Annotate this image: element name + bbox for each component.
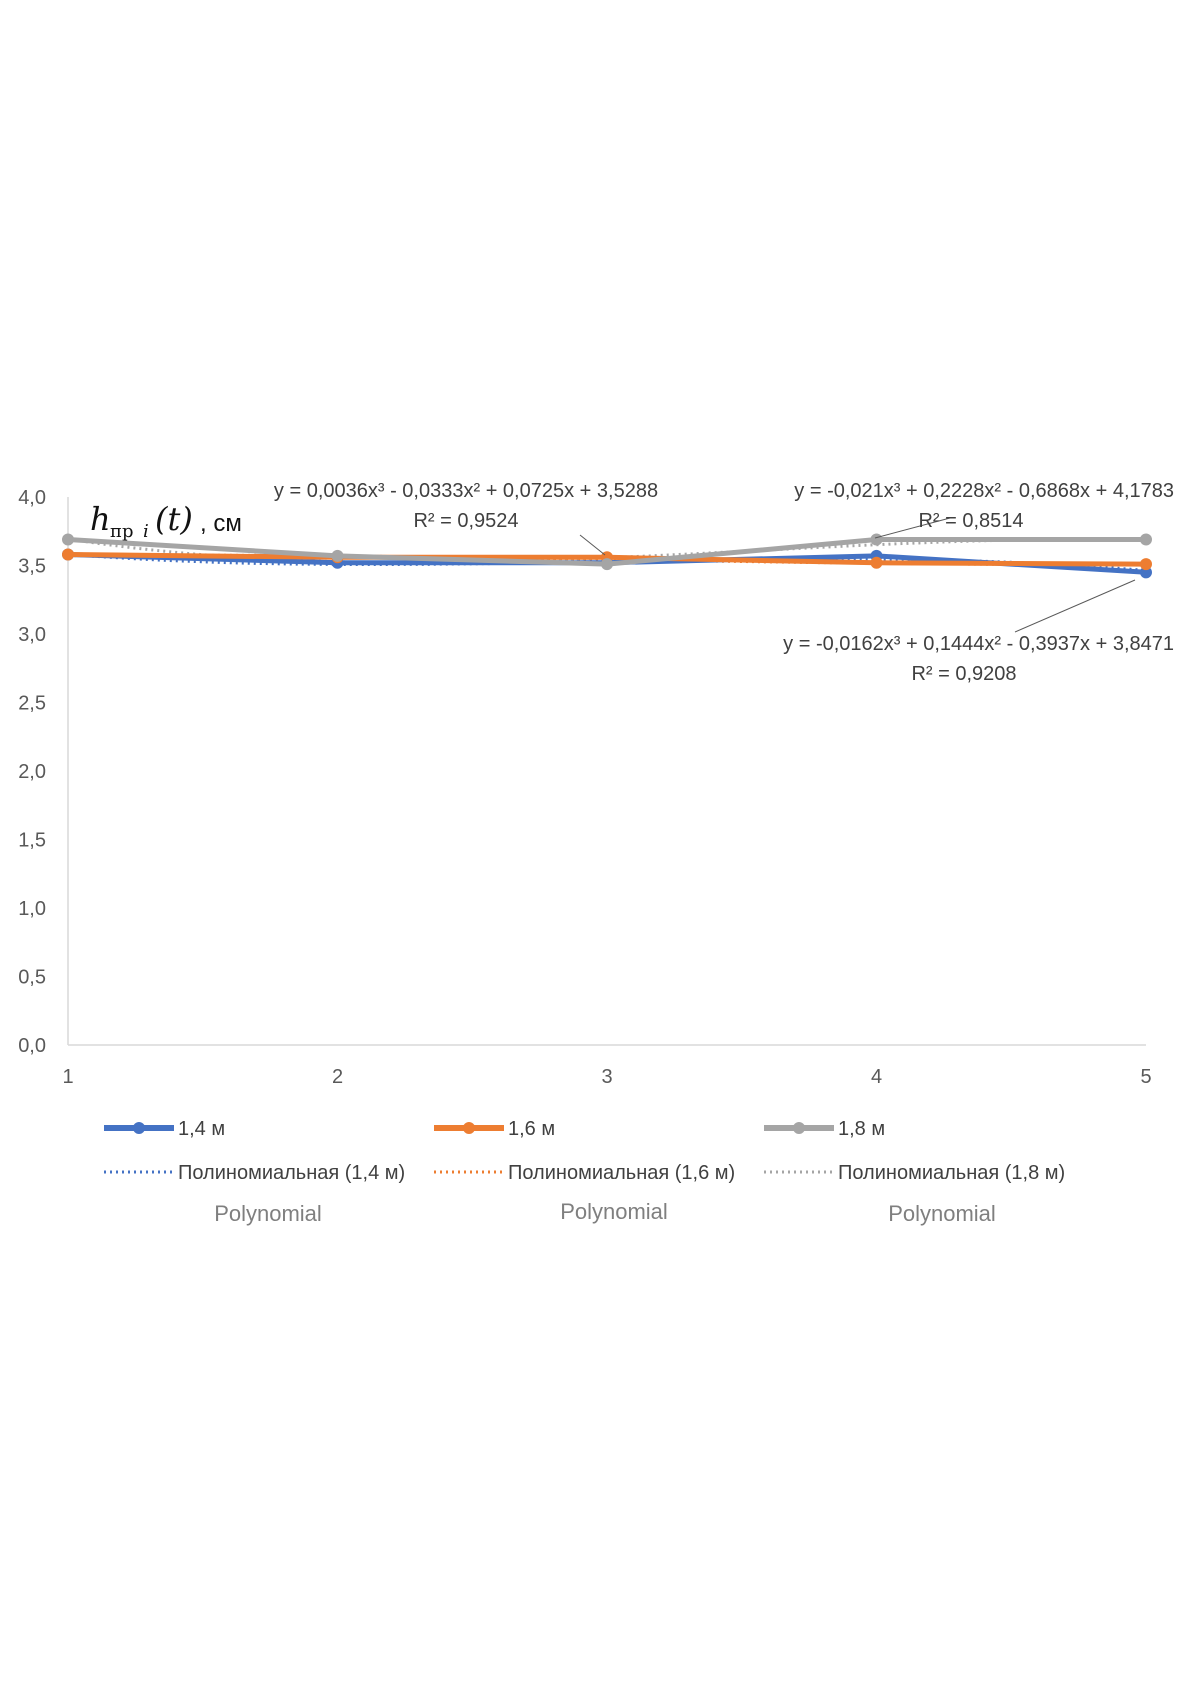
y-label-sub: пр xyxy=(110,521,134,542)
y-tick-labels: 0,0 0,5 1,0 1,5 2,0 2,5 3,0 3,5 4,0 xyxy=(18,487,46,1057)
data-point xyxy=(870,533,883,546)
legend-label-poly-1-4: Полиномиальная (1,4 м) xyxy=(178,1162,405,1184)
y-label-index: i xyxy=(143,521,149,542)
legend-label-1-8: 1,8 м xyxy=(838,1118,885,1140)
polynomial-caption-3: Polynomial xyxy=(888,1201,996,1226)
x-tick-labels: 1 2 3 4 5 xyxy=(62,1066,1151,1088)
legend-marker-1-4 xyxy=(133,1122,145,1134)
r-squared-1: R² = 0,9524 xyxy=(413,510,518,532)
legend-marker-1-8 xyxy=(793,1122,805,1134)
data-point xyxy=(870,556,883,569)
legend-item-poly-1-6[interactable]: Полиномиальная (1,6 м) xyxy=(434,1162,735,1184)
y-tick-label: 1,0 xyxy=(18,898,46,920)
legend-item-1-8[interactable]: 1,8 м xyxy=(764,1118,885,1140)
data-point xyxy=(1140,533,1152,546)
legend-marker-1-6 xyxy=(463,1122,475,1134)
y-tick-label: 0,5 xyxy=(18,967,46,989)
data-point xyxy=(601,558,613,571)
r-squared-3: R² = 0,9208 xyxy=(911,663,1016,685)
x-tick-label: 2 xyxy=(332,1066,343,1088)
legend-item-poly-1-8[interactable]: Полиномиальная (1,8 м) xyxy=(764,1162,1065,1184)
equation-annotations: y = 0,0036x³ - 0,0333x² + 0,0725x + 3,52… xyxy=(274,480,1174,685)
y-label-unit: , см xyxy=(200,510,242,537)
y-tick-label: 2,0 xyxy=(18,761,46,783)
y-tick-label: 1,5 xyxy=(18,830,46,852)
legend-label-1-6: 1,6 м xyxy=(508,1118,555,1140)
x-tick-label: 1 xyxy=(62,1066,73,1088)
y-label-main: h xyxy=(90,500,111,538)
leader-line-3 xyxy=(1014,579,1136,633)
data-point xyxy=(1140,558,1152,571)
legend-label-1-4: 1,4 м xyxy=(178,1118,225,1140)
legend-item-1-4[interactable]: 1,4 м xyxy=(104,1118,225,1140)
data-point xyxy=(1140,566,1152,579)
y-tick-label: 3,5 xyxy=(18,556,46,578)
y-tick-label: 2,5 xyxy=(18,693,46,715)
data-point xyxy=(62,548,74,561)
y-tick-label: 3,0 xyxy=(18,624,46,646)
x-tick-label: 5 xyxy=(1140,1066,1151,1088)
y-axis-label: h пр i (t) , см xyxy=(90,500,242,542)
polynomial-caption-1: Polynomial xyxy=(214,1201,322,1226)
y-label-arg: (t) xyxy=(155,500,193,538)
x-tick-label: 3 xyxy=(601,1066,612,1088)
series-lines xyxy=(62,533,1152,579)
y-tick-label: 4,0 xyxy=(18,487,46,509)
equation-1: y = 0,0036x³ - 0,0333x² + 0,0725x + 3,52… xyxy=(274,480,658,502)
r-squared-2: R² = 0,8514 xyxy=(918,510,1023,532)
legend-label-poly-1-6: Полиномиальная (1,6 м) xyxy=(508,1162,735,1184)
equation-2: y = -0,021x³ + 0,2228x² - 0,6868x + 4,17… xyxy=(794,480,1174,502)
equation-3: y = -0,0162x³ + 0,1444x² - 0,3937x + 3,8… xyxy=(783,633,1174,655)
leader-line-2 xyxy=(874,517,951,539)
leader-line-1 xyxy=(579,534,606,556)
x-tick-label: 4 xyxy=(871,1066,882,1088)
legend: 1,4 м 1,6 м 1,8 м Полиномиальная (1,4 м)… xyxy=(104,1118,1065,1226)
polynomial-caption-2: Polynomial xyxy=(560,1199,668,1224)
data-point xyxy=(62,533,74,546)
legend-label-poly-1-8: Полиномиальная (1,8 м) xyxy=(838,1162,1065,1184)
y-tick-label: 0,0 xyxy=(18,1035,46,1057)
legend-item-1-6[interactable]: 1,6 м xyxy=(434,1118,555,1140)
legend-item-poly-1-4[interactable]: Полиномиальная (1,4 м) xyxy=(104,1162,405,1184)
data-point xyxy=(331,549,344,562)
